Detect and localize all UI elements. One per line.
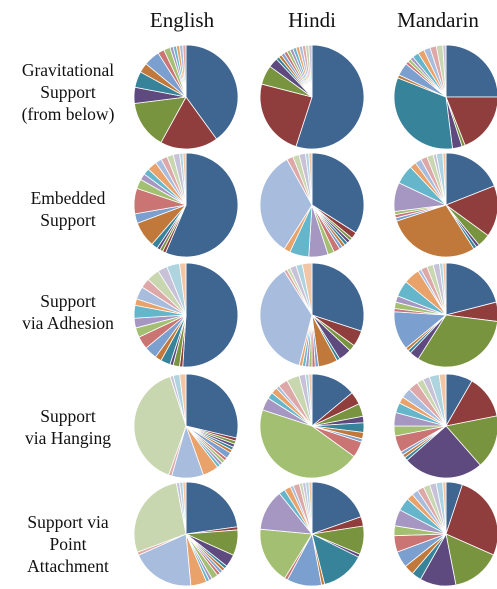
row-label-gravitational-support: Gravitational Support (from below)	[0, 59, 136, 125]
pie-embedded-support-english	[133, 152, 239, 258]
pie-slice	[133, 482, 187, 553]
row-label-line: (from below)	[21, 104, 115, 124]
row-label-line: Support	[40, 406, 96, 426]
pie-slice	[442, 44, 447, 98]
pie-slice	[445, 152, 495, 206]
pie-slice	[445, 533, 494, 586]
row-label-support-via-adhesion: Support via Adhesion	[0, 290, 136, 334]
row-label-line: via Hanging	[24, 428, 112, 448]
pie-slice	[133, 376, 187, 476]
row-label-support-via-point-attachment: Support via Point Attachment	[0, 511, 136, 577]
pie-slice	[445, 44, 497, 98]
pie-slice	[442, 262, 447, 316]
pie-slice	[182, 262, 239, 368]
pie-slice	[185, 44, 239, 140]
row-label-line: Support	[40, 291, 96, 311]
pie-support-via-point-attachment-mandarin	[393, 481, 497, 587]
column-header-hindi: Hindi	[288, 8, 336, 32]
pie-slice	[182, 152, 187, 206]
pie-support-via-hanging-english	[133, 373, 239, 479]
pie-slice	[442, 481, 447, 535]
pie-slice	[185, 481, 238, 535]
pie-slice	[185, 373, 239, 439]
pie-slice	[138, 533, 192, 587]
row-label-line: Embedded	[30, 188, 106, 208]
row-label-line: via Adhesion	[22, 313, 114, 333]
pie-slice	[308, 152, 313, 206]
pie-slice	[311, 262, 365, 332]
row-label-support-via-hanging: Support via Hanging	[0, 405, 136, 449]
pie-slice	[445, 185, 497, 236]
pie-support-via-hanging-mandarin	[393, 373, 497, 479]
pie-support-via-adhesion-hindi	[259, 262, 365, 368]
pie-embedded-support-mandarin	[393, 152, 497, 258]
pie-slice	[445, 262, 497, 316]
pie-slice	[308, 44, 313, 98]
pie-gravitational-support-english	[133, 44, 239, 150]
pie-support-via-adhesion-mandarin	[393, 262, 497, 368]
pie-slice	[308, 481, 313, 535]
pie-slice	[160, 96, 217, 150]
pie-slice	[301, 262, 313, 316]
pie-slice	[445, 96, 497, 146]
pie-slice	[182, 481, 187, 535]
pie-slice	[259, 528, 313, 579]
row-label-line: Support via	[27, 512, 109, 532]
pie-slice	[442, 152, 447, 206]
pie-slice	[179, 373, 187, 427]
pie-gravitational-support-hindi	[259, 44, 365, 150]
row-label-line: Point	[49, 534, 87, 554]
row-label-line: Attachment	[27, 556, 109, 576]
pie-slice	[445, 415, 497, 466]
pie-slice	[406, 425, 481, 479]
row-label-embedded-support: Embedded Support	[0, 187, 136, 231]
pie-support-via-point-attachment-hindi	[259, 481, 365, 587]
pie-slice	[393, 77, 453, 150]
pie-slice	[179, 262, 187, 316]
pie-slice	[134, 96, 187, 143]
pie-support-via-adhesion-english	[133, 262, 239, 368]
column-header-english: English	[149, 8, 215, 32]
pie-slice	[182, 44, 187, 98]
row-label-line: Support	[40, 210, 96, 230]
pie-slice	[259, 409, 355, 479]
pie-support-via-point-attachment-english	[133, 481, 239, 587]
pie-slice	[308, 373, 313, 427]
pie-slice	[295, 44, 365, 150]
row-label-line: Support	[40, 82, 96, 102]
pie-slice	[445, 484, 497, 556]
pie-support-via-hanging-hindi	[259, 373, 365, 479]
pie-slice	[165, 152, 239, 258]
pie-embedded-support-hindi	[259, 152, 365, 258]
pie-slice	[438, 373, 447, 427]
pie-gravitational-support-mandarin	[393, 44, 497, 150]
row-label-line: Gravitational	[21, 60, 115, 80]
pie-slice	[259, 83, 313, 147]
pie-slice	[396, 204, 475, 258]
column-header-mandarin: Mandarin	[397, 8, 479, 32]
